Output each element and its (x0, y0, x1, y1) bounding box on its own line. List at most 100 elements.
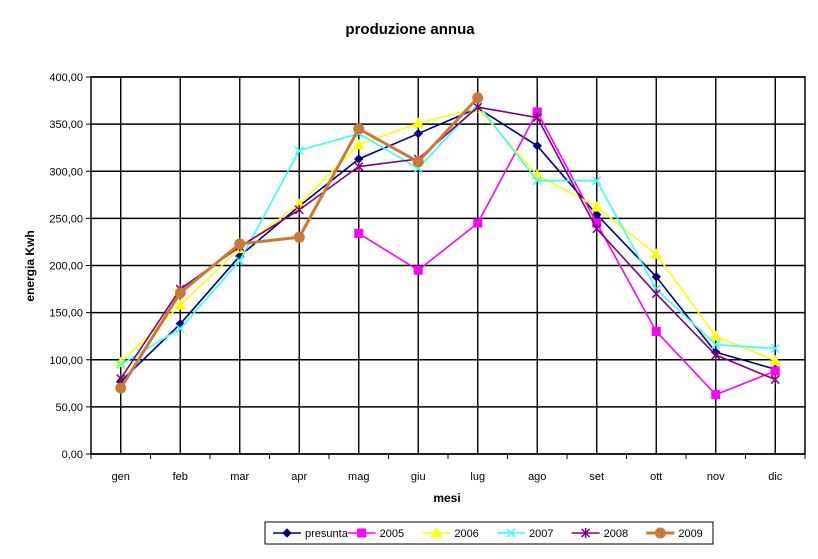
marker-circle (472, 92, 484, 104)
data-point-2005 (473, 218, 483, 228)
series-line-2007 (120, 103, 776, 366)
series-2005 (354, 107, 780, 400)
data-point-2005 (711, 390, 721, 400)
data-point-2006 (769, 354, 782, 366)
marker-circle (174, 287, 186, 299)
legend-label: 2005 (380, 528, 404, 540)
marker-triangle (174, 299, 187, 310)
data-point-2009 (412, 156, 424, 168)
plot-area: 0,00 50,00 100,00 150,00 200,00 250,00 300,00 3… (49, 72, 806, 483)
marker-square (770, 366, 780, 376)
data-point-2006 (590, 201, 603, 212)
marker-circle (654, 527, 666, 539)
marker-triangle (650, 248, 663, 259)
data-point-2008 (711, 350, 721, 361)
legend-marker (282, 528, 292, 538)
marker-x-stroke (235, 256, 245, 266)
chart-title: produzione annua (345, 21, 475, 38)
data-point-2005 (770, 366, 780, 376)
data-point-2007 (175, 324, 185, 334)
data-point-2007 (711, 340, 721, 350)
data-point-2005 (651, 326, 661, 336)
data-point-2006 (412, 117, 425, 128)
y-tick-label: 0,00 (62, 449, 83, 461)
y-tick-label: 400,00 (49, 72, 83, 84)
marker-square (473, 218, 483, 228)
y-tick-label: 150,00 (49, 308, 83, 320)
marker-square (413, 265, 423, 275)
marker-triangle (590, 201, 603, 212)
marker-triangle (769, 354, 782, 366)
series-line-presunta (120, 107, 776, 383)
data-point-2008 (473, 102, 483, 113)
data-point-2008 (354, 161, 364, 172)
data-point-2007 (532, 176, 542, 186)
data-point-2007 (116, 359, 126, 369)
x-tick-label: mag (348, 471, 369, 483)
data-point-2009 (115, 382, 127, 394)
series-line-2005 (358, 111, 776, 396)
marker-x-stroke (294, 145, 304, 156)
x-tick-label: ott (650, 471, 662, 483)
marker-square (354, 228, 364, 238)
legend-item-presunta: presunta (273, 528, 349, 540)
marker-triangle (709, 330, 722, 341)
x-tick-label: feb (173, 471, 188, 483)
data-point-2007 (235, 256, 245, 266)
x-tick-label: apr (291, 471, 307, 483)
marker-circle (353, 123, 365, 135)
legend-label: 2007 (529, 528, 553, 540)
y-tick-label: 100,00 (49, 355, 83, 367)
data-point-2007 (770, 343, 780, 353)
data-point-2009 (234, 238, 246, 250)
data-point-2007 (592, 176, 602, 186)
marker-x-stroke (175, 324, 185, 334)
data-point-2008 (532, 112, 542, 123)
marker-x-stroke (116, 359, 126, 369)
data-point-2007 (294, 145, 304, 156)
series-2009 (115, 92, 484, 394)
data-point-2005 (413, 265, 423, 275)
x-tick-label: giu (411, 471, 426, 483)
legend-marker (581, 528, 591, 538)
data-point-2009 (353, 123, 365, 135)
data-point-2006 (709, 330, 722, 341)
legend-marker (506, 528, 516, 538)
marker-diamond (532, 141, 542, 151)
marker-square (357, 528, 367, 538)
data-point-2008 (592, 223, 602, 234)
legend-label: presunta (305, 528, 349, 540)
x-axis-label: mesi (433, 491, 460, 505)
y-tick-label: 200,00 (49, 261, 83, 273)
legend-label: 2008 (604, 528, 628, 540)
x-tick-label: dic (768, 471, 783, 483)
y-tick-label: 250,00 (49, 213, 83, 225)
legend-marker (430, 526, 443, 538)
x-tick-label: gen (112, 471, 130, 483)
marker-square (651, 326, 661, 336)
data-point-2006 (650, 248, 663, 259)
marker-circle (115, 382, 127, 394)
legend-item-2006: 2006 (422, 526, 479, 540)
marker-x-stroke (592, 176, 602, 186)
marker-x-stroke (506, 528, 516, 538)
legend-marker (357, 528, 367, 538)
legend-item-2007: 2007 (497, 528, 553, 540)
data-point-2009 (293, 231, 305, 243)
data-point-presunta (413, 128, 423, 139)
legend-label: 2009 (678, 528, 702, 540)
data-point-2008 (651, 288, 661, 299)
legend-item-2008: 2008 (571, 528, 628, 540)
marker-x-stroke (770, 343, 780, 353)
marker-triangle (430, 526, 443, 538)
marker-square (711, 390, 721, 400)
x-tick-label: mar (230, 471, 249, 483)
data-point-2008 (294, 204, 304, 215)
legend-marker (654, 527, 666, 539)
y-tick-label: 300,00 (49, 166, 83, 178)
x-tick-label: lug (470, 471, 485, 483)
x-tick-label: ago (528, 471, 546, 483)
marker-diamond (651, 272, 661, 282)
